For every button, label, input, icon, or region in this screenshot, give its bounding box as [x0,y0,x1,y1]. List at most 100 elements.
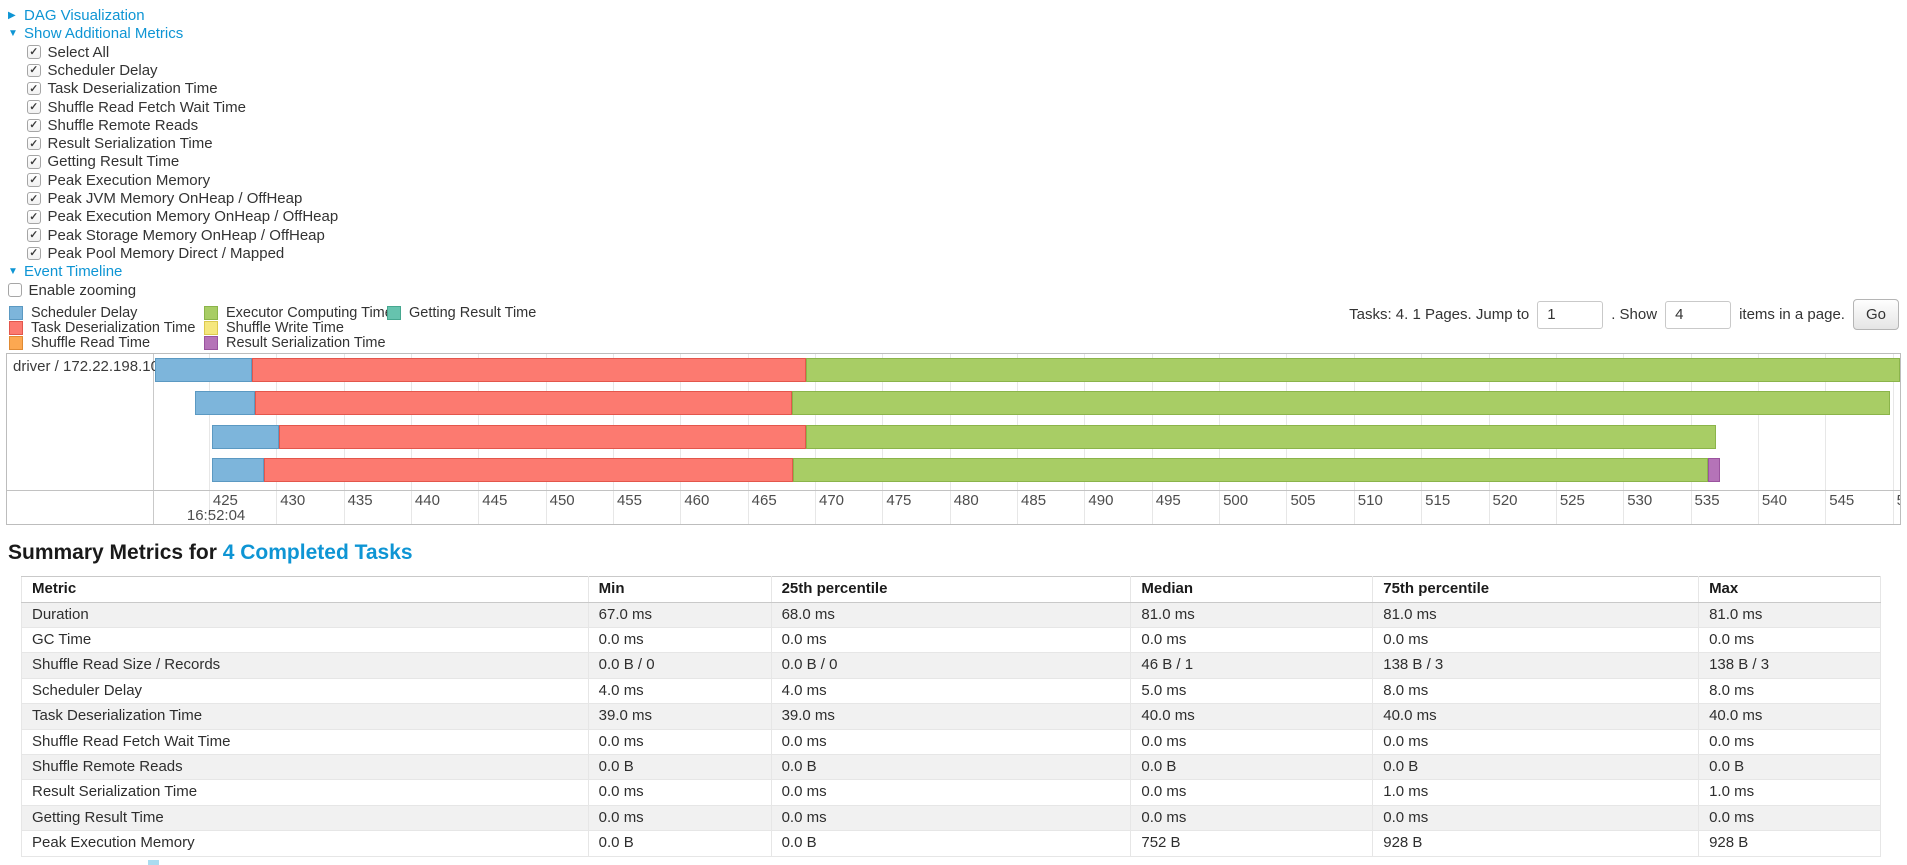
metric-name-cell: Shuffle Read Fetch Wait Time [21,728,589,755]
axis-tick-label: 535 [1694,492,1720,509]
event-timeline-link[interactable]: Event Timeline [24,263,123,281]
task-bar-segment[interactable] [211,425,279,449]
metric-checkbox-label: Peak Execution Memory [47,171,211,189]
metric-checkbox[interactable]: ✓ [27,210,41,224]
additional-metrics-checkbox-list: ✓ Select All ✓ Scheduler Delay ✓ Task Deseria… [8,43,338,263]
time-axis-line [7,490,1900,491]
metric-checkbox[interactable]: ✓ [27,45,41,59]
metric-checkbox[interactable]: ✓ [27,173,41,187]
task-bar-segment[interactable] [793,458,1709,482]
task-bar-segment[interactable] [805,425,1717,449]
stage-page-controls: ▶ DAG Visualization ▼ Show Additional Me… [8,6,338,299]
metric-checkbox-row[interactable]: ✓ Result Serialization Time [27,134,338,152]
completed-tasks-link[interactable]: 4 Completed Tasks [222,541,413,564]
show-additional-metrics-toggle[interactable]: ▼ Show Additional Metrics [8,25,338,44]
metric-value-cell: 0.0 ms [1130,626,1374,654]
metric-value-cell: 0.0 ms [1698,804,1881,832]
metric-checkbox-row[interactable]: ✓ Task Deserialization Time [27,80,338,98]
metric-name-cell: Task Deserialization Time [21,703,589,730]
legend-swatch-task-deserialization-time [9,321,23,336]
pagination-summary-text: Tasks: 4. 1 Pages. Jump to [1349,306,1530,323]
axis-tick-label: 485 [1021,492,1047,509]
metric-value-cell: 0.0 ms [770,804,1132,832]
metric-value-cell: 5.0 ms [1130,677,1374,705]
enable-zooming-option[interactable]: Enable zooming [8,281,338,299]
jump-to-page-input[interactable] [1537,300,1604,329]
metric-value-cell: 40.0 ms [1698,703,1881,730]
task-bar-segment[interactable] [264,458,794,482]
dag-visualization-toggle[interactable]: ▶ DAG Visualization [8,6,338,25]
task-bar-segment[interactable] [792,391,1890,415]
axis-tick-label: 450 [549,492,575,509]
task-bar-segment[interactable] [211,458,265,482]
metric-checkbox[interactable]: ✓ [27,118,41,133]
executor-label: driver / 172.22.198.104 [13,358,168,375]
metric-checkbox-label: Getting Result Time [47,153,180,171]
metric-value-cell: 40.0 ms [1130,703,1374,730]
metric-checkbox-label: Task Deserialization Time [47,80,218,98]
legend-item: Shuffle Read Time [9,335,204,351]
task-bar-segment[interactable] [805,358,1900,382]
metric-checkbox[interactable]: ✓ [27,100,41,114]
show-additional-metrics-link[interactable]: Show Additional Metrics [24,25,184,43]
task-bar-segment[interactable] [1708,458,1721,482]
axis-tick-label: 490 [1088,492,1114,509]
metric-checkbox-label: Shuffle Read Fetch Wait Time [47,98,246,116]
executor-label-column: driver / 172.22.198.104 [7,354,168,524]
axis-tick-label: 440 [414,492,440,509]
metric-checkbox-row[interactable]: ✓ Peak Execution Memory OnHeap / OffHeap [27,208,338,226]
legend-item: Executor Computing Time [204,306,393,321]
metric-checkbox[interactable]: ✓ [27,63,41,78]
task-bar-segment[interactable] [254,391,793,415]
metric-value-cell: 928 B [1698,830,1881,857]
table-row: GC Time 0.0 ms 0.0 ms 0.0 ms 0.0 ms 0.0 ms [21,626,1881,654]
axis-tick-label: 505 [1290,492,1316,509]
axis-tick-label: 455 [616,492,642,509]
task-bar-segment[interactable] [251,358,806,382]
summary-metrics-heading: Summary Metrics for 4 Completed Tasks [8,541,413,565]
metric-checkbox-row[interactable]: ✓ Peak Pool Memory Direct / Mapped [27,244,338,262]
metric-checkbox-label: Scheduler Delay [47,61,158,79]
metric-checkbox-row[interactable]: ✓ Getting Result Time [27,153,338,171]
metric-checkbox[interactable]: ✓ [27,136,41,151]
metric-name-cell: Shuffle Remote Reads [21,753,589,781]
pagination-suffix-text: items in a page. [1739,306,1845,323]
metric-checkbox-row[interactable]: ✓ Select All [27,43,338,61]
axis-tick-label: 480 [953,492,979,509]
axis-tick-label: 465 [751,492,777,509]
table-header-row: Metric Min 25th percentile Median 75th perce… [21,576,1881,603]
metric-value-cell: 0.0 ms [770,779,1132,806]
task-bar-segment[interactable] [195,391,255,415]
metric-checkbox[interactable]: ✓ [27,246,41,261]
axis-tick-label: 540 [1761,492,1787,509]
enable-zooming-checkbox[interactable] [8,283,22,297]
metric-checkbox[interactable]: ✓ [27,228,41,242]
metric-checkbox-row[interactable]: ✓ Peak Execution Memory [27,171,338,189]
metric-checkbox-row[interactable]: ✓ Peak JVM Memory OnHeap / OffHeap [27,189,338,207]
chevron-right-icon: ▶ [8,9,16,21]
table-header-cell: Min [587,576,772,603]
task-bar-segment[interactable] [278,425,806,449]
dag-visualization-link[interactable]: DAG Visualization [24,6,145,24]
metric-checkbox-row[interactable]: ✓ Peak Storage Memory OnHeap / OffHeap [27,226,338,244]
task-bar-segment[interactable] [155,358,252,382]
go-button[interactable]: Go [1852,299,1899,330]
metric-value-cell: 1.0 ms [1372,779,1700,806]
metric-value-cell: 1.0 ms [1698,779,1881,806]
metric-checkbox[interactable]: ✓ [27,191,41,206]
timeline-plot-area: 425 16:52:04 430 435 440 445 450 455 460 465 470 47… [155,354,1900,524]
metric-checkbox[interactable]: ✓ [27,81,41,96]
legend-label: Shuffle Write Time [226,319,344,336]
metric-value-cell: 4.0 ms [587,677,772,705]
metric-value-cell: 0.0 ms [1130,779,1374,806]
metric-checkbox-row[interactable]: ✓ Shuffle Read Fetch Wait Time [27,98,338,116]
table-row: Result Serialization Time 0.0 ms 0.0 ms 0.0… [21,779,1881,806]
metric-value-cell: 928 B [1372,830,1700,857]
metric-checkbox-row[interactable]: ✓ Scheduler Delay [27,61,338,79]
metric-checkbox-row[interactable]: ✓ Shuffle Remote Reads [27,116,338,134]
event-timeline-toggle[interactable]: ▼ Event Timeline [8,263,338,282]
metric-value-cell: 0.0 B / 0 [770,652,1132,679]
metric-checkbox[interactable]: ✓ [27,155,41,169]
items-per-page-input[interactable] [1665,300,1732,329]
timeline-legend: Scheduler Delay Task Deserialization Time… [9,306,536,351]
